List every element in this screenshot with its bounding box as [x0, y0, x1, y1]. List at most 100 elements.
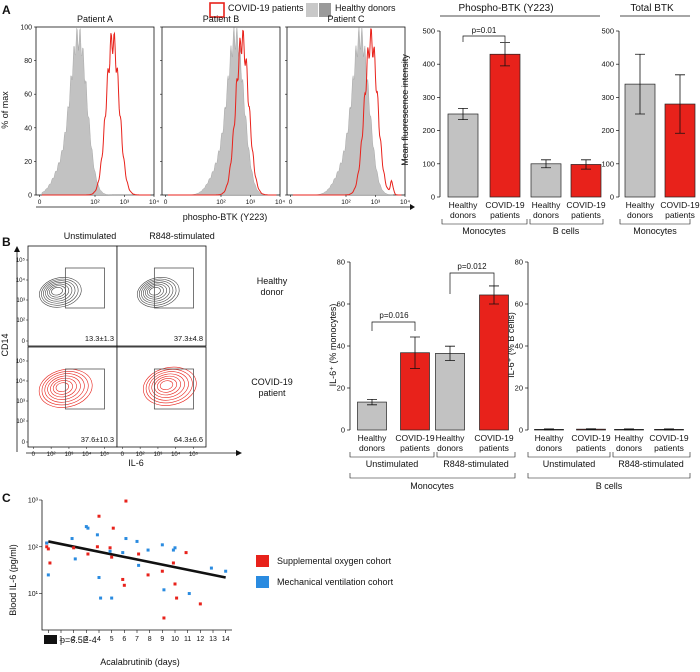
histogram-group: Patient A 0 20 40 60 80 100 0 10² 10³ 10⁴ Patient B… [20, 14, 410, 206]
flow-ytick: 10² [16, 419, 25, 425]
error-bar [624, 428, 634, 431]
bar-category-label: COVID-19 [474, 433, 513, 443]
error-bar [664, 428, 674, 431]
histogram-xtick: 0 [164, 199, 168, 206]
flow-row-label-covid-2: patient [258, 388, 286, 398]
legend-healthy-swatch-light [306, 3, 318, 17]
il6b-cond-unstim: Unstimulated [543, 459, 596, 469]
histogram-xtick: 10⁴ [149, 199, 159, 206]
bar-category-label: donors [359, 443, 385, 453]
histogram-covid-curve [167, 29, 277, 196]
phospho-pvalue-text: p=0.01 [472, 26, 497, 35]
flow-contour [159, 380, 174, 390]
il6-bcell-yaxis-label: IL-6⁺ (% B cells) [506, 312, 516, 378]
flow-contour [38, 368, 93, 408]
bar-category-label: patients [571, 210, 601, 220]
bar-category-label: donors [437, 443, 463, 453]
bar-category-label: patients [490, 210, 520, 220]
group-bcells-label-a: B cells [553, 226, 580, 236]
flow-contour [41, 278, 79, 306]
histogram-ytick: 0 [28, 193, 32, 200]
flow-xaxis-arrowhead [236, 450, 242, 456]
bar-ytick: 300 [422, 93, 435, 102]
scatter-point-oxygen [146, 573, 150, 577]
group-monocytes-label-total: Monocytes [633, 226, 677, 236]
flow-contour [47, 283, 70, 300]
cohort-legend-oxygen-swatch [256, 555, 269, 567]
blood-il6-scatter: 0123456789101112131410¹10²10³ [28, 498, 232, 643]
bar-category-label: COVID-19 [485, 200, 524, 210]
bar [489, 53, 521, 198]
scatter-point-oxygen [72, 546, 76, 550]
scatter-point-ventilation [171, 548, 175, 552]
bar-category-label: patients [400, 443, 430, 453]
scatter-point-oxygen [184, 551, 188, 555]
bar-ytick: 20 [337, 384, 345, 393]
panel-label-c: C [2, 491, 11, 505]
flow-contour [39, 277, 82, 308]
bar-category-label: patients [665, 210, 695, 220]
scatter-xaxis-label: Acalabrutinib (days) [100, 657, 180, 667]
il6-pvalues: p=0.016 p=0.012 [371, 262, 495, 331]
il6b-group-bcells: B cells [596, 481, 623, 491]
bar-category-label: COVID-19 [395, 433, 434, 443]
scatter-point-ventilation [73, 557, 77, 561]
flow-yaxis-label: CD14 [0, 333, 10, 356]
flow-contour [45, 282, 73, 302]
il6b-cond-r848: R848-stimulated [618, 459, 684, 469]
histogram-frame [35, 26, 155, 196]
panel-label-a: A [2, 3, 11, 17]
histogram-xtick: 10⁴ [400, 199, 410, 206]
bar-category-label: COVID-19 [649, 433, 688, 443]
scatter-xtick: 12 [196, 636, 204, 643]
histogram-xtick: 10² [216, 199, 226, 206]
histogram-ytick: 100 [20, 25, 32, 32]
flow-ytick: 10⁵ [16, 257, 26, 264]
histogram-xtick: 10³ [371, 199, 381, 206]
scatter-xtick: 10 [171, 636, 179, 643]
histogram-ytick: 20 [24, 159, 32, 166]
error-bar [500, 42, 510, 67]
legend-covid-label: COVID-19 patients [228, 3, 304, 13]
bar [530, 163, 562, 198]
histogram-xtick: 10³ [120, 199, 130, 206]
scatter-point-ventilation [135, 539, 139, 543]
scatter-point-oxygen [173, 582, 177, 586]
bar-ytick: 200 [422, 126, 435, 135]
scatter-xtick: 1 [59, 636, 63, 643]
histogram-yaxis-label: % of max [0, 91, 10, 129]
histogram-ytick: 60 [24, 92, 32, 99]
bar-ytick: 20 [515, 384, 523, 393]
phospho-pvalue: p=0.01 [462, 26, 506, 42]
flow-xtick: 10² [47, 452, 56, 458]
legend-healthy-label: Healthy donors [335, 3, 396, 13]
scatter-fit-line [48, 540, 226, 579]
bar-category-label: donors [450, 210, 476, 220]
scatter-point-ventilation [121, 551, 125, 555]
error-bar [586, 428, 596, 430]
scatter-point-oxygen [110, 555, 114, 559]
flow-contour [47, 375, 81, 400]
bar-ytick: 40 [515, 342, 523, 351]
scatter-point-oxygen [124, 499, 128, 503]
fit-legend-pvalue: p=6.5E-4 [60, 635, 97, 645]
histogram-title: Patient C [327, 14, 365, 24]
histogram-xtick: 10² [341, 199, 351, 206]
scatter-point-oxygen [122, 583, 126, 587]
scatter-point-ventilation [137, 563, 141, 567]
bar-ytick: 400 [422, 60, 435, 69]
flow-gate [153, 267, 194, 309]
scatter-point-oxygen [108, 546, 112, 550]
scatter-point-oxygen [86, 552, 90, 556]
bar-category-label: Healthy [615, 433, 645, 443]
flow-gate [64, 368, 105, 410]
phospho-title: Phospho-BTK (Y223) [458, 3, 553, 14]
histogram-xtick: 0 [289, 199, 293, 206]
flow-contour [55, 382, 69, 392]
flow-contour [44, 373, 85, 403]
il6-mono-yaxis-label: IL-6⁺ (% monocytes) [328, 304, 338, 387]
flow-xtick: 10⁵ [189, 451, 199, 458]
scatter-point-ventilation [124, 537, 128, 541]
phospho-btk-chart: 0100200300400500HealthydonorsCOVID-19pat… [422, 27, 605, 221]
